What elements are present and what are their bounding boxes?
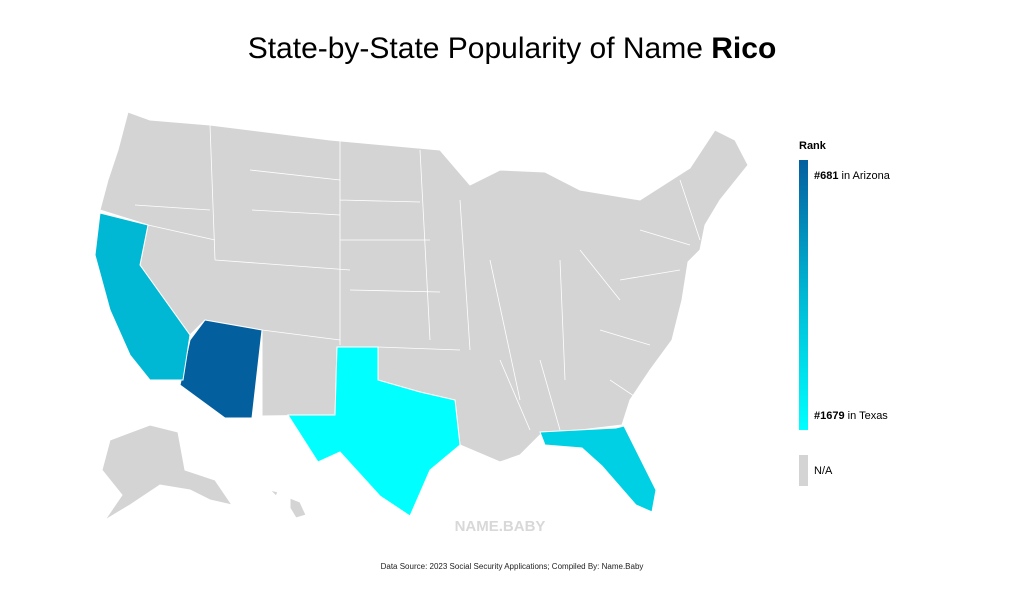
state-arizona [179,319,263,419]
legend: Rank #681 in Arizona #1679 in Texas N/A [799,140,891,486]
state-na [268,489,307,519]
us-map [94,111,749,521]
legend-rank: #681 [814,170,838,182]
source-note: Data Source: 2023 Social Security Applic… [381,562,644,571]
chart-title: State-by-State Popularity of Name Rico [248,32,777,65]
legend-na-swatch [799,455,808,486]
legend-place: in Texas [848,410,889,422]
legend-na: N/A [814,465,833,477]
legend-place: in Arizona [842,170,891,182]
state-texas [287,346,461,517]
legend-low: #1679 in Texas [814,410,888,422]
legend-rank: #1679 [814,410,845,422]
state-borders [134,124,701,431]
state [94,212,191,381]
state-na [101,424,234,521]
legend-gradient [799,160,808,430]
watermark: NAME.BABY [455,518,546,535]
state [539,425,657,513]
title-name: Rico [711,32,776,65]
legend-title: Rank [799,140,827,152]
title-text: State-by-State Popularity of Name [248,32,703,65]
legend-high: #681 in Arizona [814,170,891,182]
